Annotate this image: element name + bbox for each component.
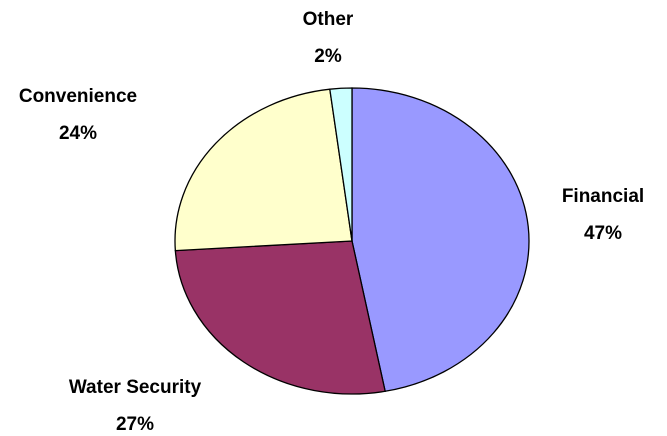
pie-slice: [329, 87, 353, 242]
pie-slice: [351, 87, 530, 393]
pie-slice: [174, 88, 353, 252]
slice-label: Convenience: [19, 86, 137, 107]
slice-value-label: 24%: [59, 123, 97, 144]
slice-label: Financial: [562, 186, 644, 207]
slice-value-label: 47%: [584, 223, 622, 244]
slice-label: Water Security: [69, 377, 202, 398]
slice-value-label: 27%: [116, 414, 154, 435]
slice-value-label: 2%: [314, 46, 342, 67]
slice-label: Other: [303, 9, 354, 30]
pie-slice: [174, 240, 386, 395]
